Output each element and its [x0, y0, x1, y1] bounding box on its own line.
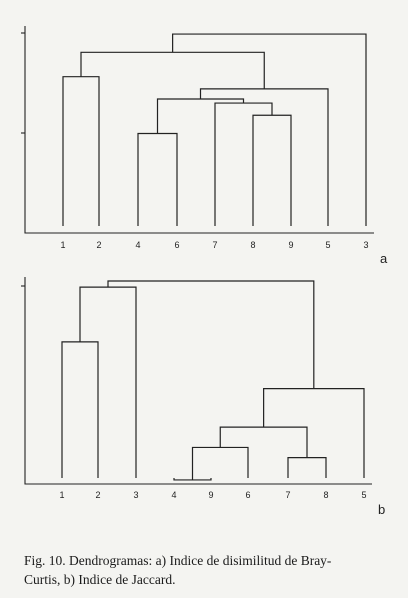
leaf-label-2: 2: [96, 240, 101, 250]
leaf-label-9: 9: [288, 240, 293, 250]
leaf-label-3: 3: [363, 240, 368, 250]
merge-link: [62, 76, 100, 226]
leaf-label-5: 5: [361, 490, 366, 500]
merge-link: [80, 51, 265, 89]
leaf-label-4: 4: [135, 240, 140, 250]
caption-line-1: Fig. 10. Dendrogramas: a) Indice de disi…: [24, 553, 332, 568]
panel-letter: a: [380, 251, 388, 266]
merge-link: [156, 98, 245, 134]
caption-line-2: Curtis, b) Indice de Jaccard.: [24, 572, 176, 587]
leaf-label-5: 5: [325, 240, 330, 250]
leaf-label-8: 8: [250, 240, 255, 250]
merge-link: [137, 132, 178, 226]
merge-link: [287, 457, 327, 478]
merge-link: [79, 286, 137, 478]
panel-letter: b: [378, 502, 385, 517]
merge-link: [191, 446, 249, 480]
merge-link: [107, 280, 315, 389]
leaf-label-9: 9: [208, 490, 213, 500]
leaf-label-2: 2: [95, 490, 100, 500]
leaf-label-6: 6: [245, 490, 250, 500]
merge-link: [199, 88, 329, 226]
merge-link: [214, 102, 273, 226]
dendrogram-b: 1 2 3 4 9 6 7 8 5 b: [21, 277, 385, 517]
axes: [24, 26, 374, 234]
merge-link: [172, 33, 367, 226]
leaf-label-3: 3: [133, 490, 138, 500]
figure-caption: Fig. 10. Dendrogramas: a) Indice de disi…: [24, 551, 404, 589]
axes: [24, 277, 372, 485]
leaf-label-6: 6: [174, 240, 179, 250]
leaf-label-1: 1: [60, 240, 65, 250]
leaf-label-7: 7: [212, 240, 217, 250]
merge-link: [252, 114, 292, 226]
leaf-label-8: 8: [323, 490, 328, 500]
merge-link: [263, 387, 365, 478]
dendrogram-a: 1 2 4 6 7 8 9 5 3 a: [21, 26, 388, 266]
merge-link: [61, 341, 99, 478]
leaf-label-4: 4: [171, 490, 176, 500]
merge-link: [219, 426, 308, 458]
leaf-label-7: 7: [285, 490, 290, 500]
leaf-label-1: 1: [59, 490, 64, 500]
